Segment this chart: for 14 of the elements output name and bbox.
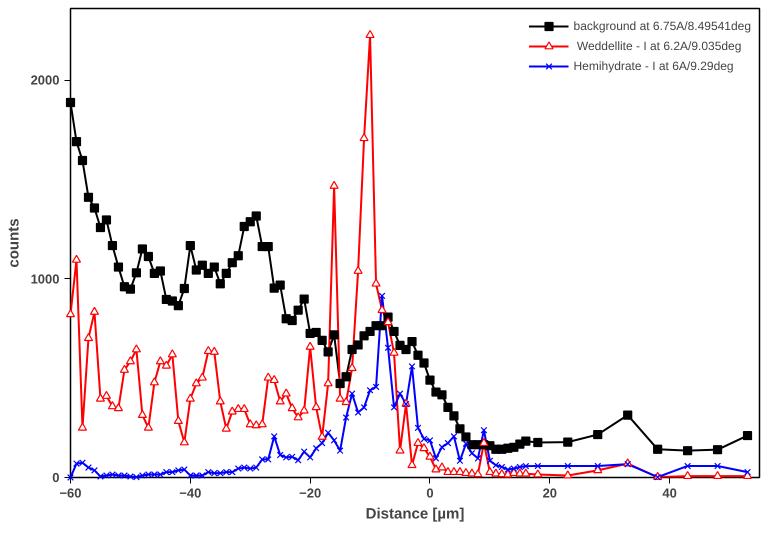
x-tick-label: 40 xyxy=(662,486,677,500)
x-tick-label: −60 xyxy=(59,486,82,500)
legend-label: Weddellite - I at 6.2A/9.035deg xyxy=(576,39,742,53)
y-tick-label: 0 xyxy=(52,470,60,485)
y-axis-title: counts xyxy=(6,218,23,268)
y-tick-label: 2000 xyxy=(30,72,60,88)
legend-label: Hemihydrate - I at 6A/9.29deg xyxy=(574,59,734,73)
x-tick-label: −20 xyxy=(299,486,322,500)
x-tick-label: −40 xyxy=(179,486,202,500)
legend-label: background at 6.75A/8.49541deg xyxy=(574,19,751,33)
x-tick-label: 0 xyxy=(426,486,434,500)
x-axis-title: Distance [µm] xyxy=(366,506,464,522)
y-tick-label: 1000 xyxy=(30,271,60,286)
x-tick-label: 20 xyxy=(542,486,558,500)
